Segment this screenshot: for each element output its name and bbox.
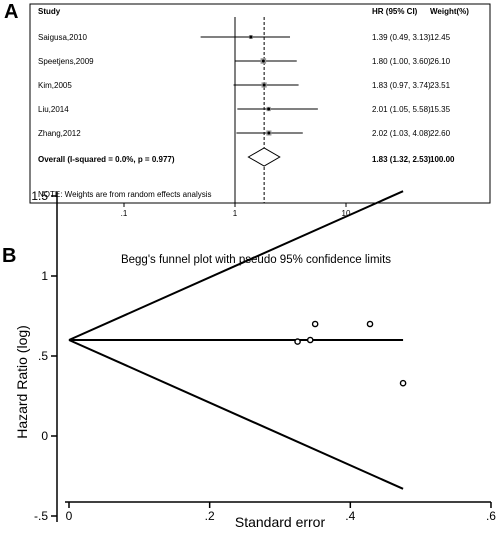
study-point (366, 320, 374, 328)
study-point (311, 320, 319, 328)
panel-a-letter: A (4, 1, 18, 23)
forest-x-axis: .1 1 10 (121, 203, 351, 218)
study-weight: 22.60 (430, 129, 451, 138)
forest-note: NOTE: Weights are from random effects an… (38, 190, 212, 199)
study-weight: 26.10 (430, 57, 451, 66)
forest-row: Zhang,2012 2.02 (1.03, 4.08) 22.60 (38, 129, 451, 138)
funnel-lower-limit (68, 339, 404, 490)
y-tick-label: 0 (41, 429, 48, 443)
forest-overall: Overall (I-squared = 0.0%, p = 0.977) 1.… (38, 147, 455, 167)
y-tick-label: -.5 (34, 509, 48, 523)
y-tick-label: 1.5 (31, 189, 48, 203)
study-name: Speetjens,2009 (38, 57, 94, 66)
panel-b-letter: B (2, 245, 16, 267)
funnel-x-axis-label: Standard error (235, 514, 326, 530)
study-name: Kim,2005 (38, 81, 72, 90)
point-estimate (261, 59, 265, 63)
forest-row: Saigusa,2010 1.39 (0.49, 3.13) 12.45 (38, 33, 451, 42)
study-hr-ci: 2.01 (1.05, 5.58) (372, 105, 431, 114)
study-point (294, 338, 301, 345)
forest-overall-weight: 100.00 (430, 155, 455, 164)
study-point (399, 379, 407, 387)
x-tick-label: .6 (486, 509, 496, 523)
funnel-plot: -.5 0 .5 1 1.5 0 .2 .4 .6 (31, 189, 496, 523)
forest-row: Speetjens,2009 1.80 (1.00, 3.60) 26.10 (38, 57, 451, 66)
x-tick-label: 10 (342, 209, 351, 218)
overall-diamond (247, 147, 281, 167)
forest-overall-label: Overall (I-squared = 0.0%, p = 0.977) (38, 155, 175, 164)
study-name: Zhang,2012 (38, 129, 81, 138)
forest-overall-hr: 1.83 (1.32, 2.53) (372, 155, 431, 164)
forest-header-study: Study (38, 7, 61, 16)
study-name: Liu,2014 (38, 105, 69, 114)
forest-row: Kim,2005 1.83 (0.97, 3.74) 23.51 (38, 81, 451, 90)
forest-frame (29, 3, 491, 204)
study-hr-ci: 2.02 (1.03, 4.08) (372, 129, 431, 138)
x-tick-label: .1 (121, 209, 128, 218)
y-tick-label: .5 (38, 349, 48, 363)
study-weight: 15.35 (430, 105, 451, 114)
x-tick-label: .2 (205, 509, 215, 523)
funnel-y-axis-label: Hazard Ratio (log) (14, 325, 30, 439)
study-weight: 23.51 (430, 81, 451, 90)
point-estimate (262, 83, 266, 87)
x-tick-label: .4 (345, 509, 355, 523)
forest-rows: Saigusa,2010 1.39 (0.49, 3.13) 12.45 Speetj… (38, 17, 451, 203)
study-hr-ci: 1.39 (0.49, 3.13) (372, 33, 431, 42)
forest-row: Liu,2014 2.01 (1.05, 5.58) 15.35 (38, 105, 451, 114)
y-tick-label: 1 (41, 269, 48, 283)
study-name: Saigusa,2010 (38, 33, 87, 42)
funnel-upper-limit (68, 190, 404, 341)
point-estimate (267, 107, 271, 111)
forest-header-weight: Weight(%) (430, 7, 469, 16)
forest-header-hr: HR (95% CI) (372, 7, 418, 16)
x-tick-label: 0 (66, 509, 73, 523)
funnel-title: Begg's funnel plot with pseudo 95% confi… (121, 254, 391, 266)
point-estimate (267, 131, 271, 135)
x-tick-label: 1 (233, 209, 238, 218)
study-hr-ci: 1.80 (1.00, 3.60) (372, 57, 431, 66)
study-point (306, 336, 314, 344)
point-estimate (249, 35, 253, 39)
study-hr-ci: 1.83 (0.97, 3.74) (372, 81, 431, 90)
study-weight: 12.45 (430, 33, 451, 42)
